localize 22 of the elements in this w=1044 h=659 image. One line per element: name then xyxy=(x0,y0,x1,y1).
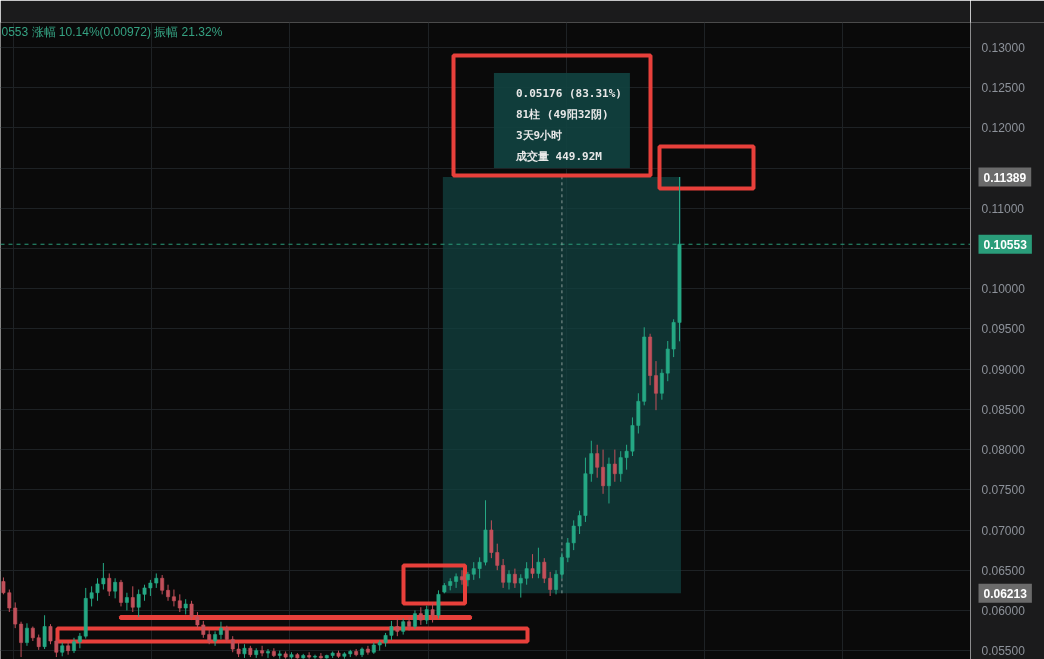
text: 0.06213 xyxy=(983,586,1028,601)
y-tick-label: 0.08000 xyxy=(981,443,1026,458)
y-tick-label: 0.06000 xyxy=(981,603,1026,618)
y-tick-label: 0.05500 xyxy=(981,644,1026,659)
y-tick-label: 0.07500 xyxy=(981,483,1026,498)
y-tick-label: 0.06500 xyxy=(981,563,1026,578)
y-tick-label: 0.12000 xyxy=(981,121,1026,136)
annotation: 3天9小时 xyxy=(515,128,563,142)
y-tick-label: 0.12500 xyxy=(981,81,1026,96)
y-tick-label: 0.08500 xyxy=(981,402,1026,417)
annotation: 0.05176 (83.31%) xyxy=(515,86,622,100)
y-tick-label: 0.10000 xyxy=(981,282,1026,297)
annotation: 成交量 449.92M xyxy=(514,149,603,163)
annotation: 0553 涨幅 10.14%(0.00972) 振幅 21.32% xyxy=(1,24,223,39)
annotation: 81柱 (49阳32阴) xyxy=(515,107,609,121)
y-tick-label: 0.13000 xyxy=(981,40,1026,55)
y-tick-label: 0.09500 xyxy=(981,322,1026,337)
y-tick-label: 0.09000 xyxy=(981,362,1026,377)
text: 0.11389 xyxy=(983,170,1027,185)
ref-line-label: 0.10553 xyxy=(983,237,1028,252)
y-tick-label: 0.11000 xyxy=(981,201,1025,216)
y-tick-label: 0.07000 xyxy=(981,523,1026,538)
